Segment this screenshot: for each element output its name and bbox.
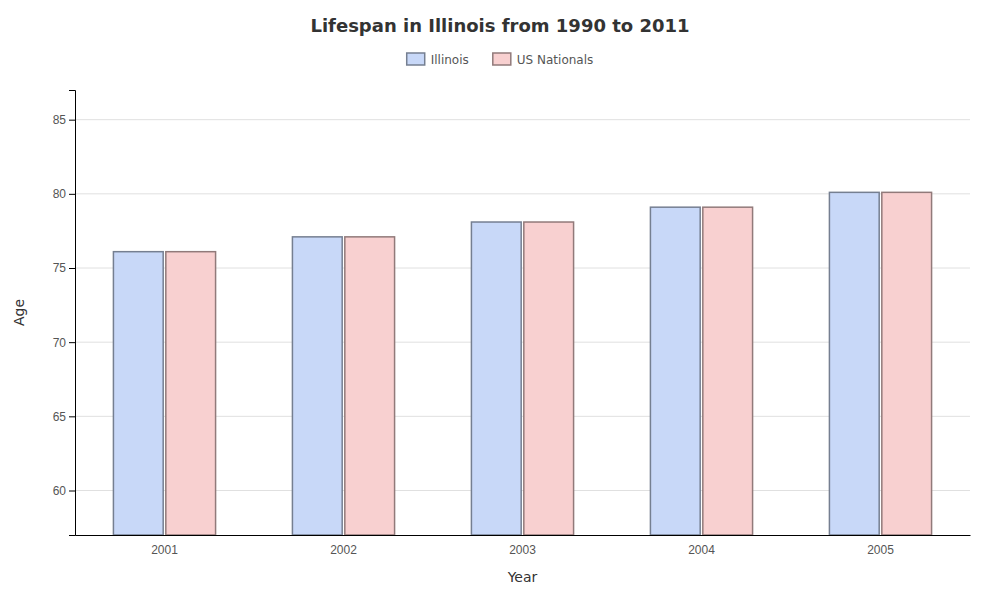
legend-swatch: [407, 53, 425, 65]
x-tick: 2002: [330, 543, 357, 557]
x-tick-label: 2004: [688, 543, 715, 557]
bars: [113, 192, 931, 535]
bar: [882, 192, 932, 535]
y-tick-mark: [69, 491, 75, 492]
x-tick-label: 2002: [330, 543, 357, 557]
x-tick: 2001: [151, 543, 178, 557]
y-tick: 75: [53, 261, 75, 275]
bar: [166, 252, 216, 535]
x-tick-label: 2001: [151, 543, 178, 557]
legend-label: US Nationals: [517, 53, 593, 67]
y-tick-mark: [69, 268, 75, 269]
bar-series: [166, 192, 932, 535]
x-tick: 2005: [867, 543, 894, 557]
bar: [829, 192, 879, 535]
y-tick: 80: [53, 187, 75, 201]
x-axis-line: [76, 535, 971, 536]
plot: 2001 2002 2003 2004 2005 60 65 70 75 80 85: [53, 91, 971, 557]
x-tick-label: 2003: [509, 543, 536, 557]
x-tick-label: 2005: [867, 543, 894, 557]
bar-series: [113, 192, 879, 535]
grid-line: [75, 119, 970, 120]
bar: [471, 222, 521, 535]
legend-item: Illinois: [407, 53, 469, 67]
bar: [292, 237, 342, 535]
y-tick-label: 65: [53, 410, 67, 424]
x-axis-title: Year: [507, 569, 538, 585]
y-tick: 70: [53, 336, 75, 350]
bar: [345, 237, 395, 535]
y-axis: 60 65 70 75 80 85: [53, 91, 76, 536]
y-tick-label: 60: [53, 484, 67, 498]
x-tick: 2003: [509, 543, 536, 557]
y-tick-mark: [69, 194, 75, 195]
bar: [113, 252, 163, 535]
y-tick: 60: [53, 484, 75, 498]
bar: [703, 207, 753, 535]
y-tick-label: 80: [53, 187, 67, 201]
y-tick-label: 75: [53, 261, 67, 275]
title: Lifespan in Illinois from 1990 to 2011: [310, 15, 689, 36]
y-tick: 65: [53, 410, 75, 424]
x-axis: 2001 2002 2003 2004 2005: [76, 536, 971, 557]
y-tick-label: 85: [53, 113, 67, 127]
y-tick: 85: [53, 113, 75, 127]
y-tick-mark: [69, 416, 75, 417]
legend-label: Illinois: [431, 53, 469, 67]
y-axis-title: Age: [11, 299, 27, 326]
y-tick-mark: [69, 342, 75, 343]
legend: Illinois US Nationals: [407, 53, 594, 67]
y-tick-mark: [69, 120, 75, 121]
x-tick: 2004: [688, 543, 715, 557]
y-axis-line: [69, 91, 76, 536]
bar: [524, 222, 574, 535]
legend-swatch: [493, 53, 511, 65]
chart: 2001 2002 2003 2004 2005 60 65 70 75 80 85 Year Age L…: [0, 0, 1000, 600]
bar: [650, 207, 700, 535]
y-tick-label: 70: [53, 336, 67, 350]
legend-item: US Nationals: [493, 53, 593, 67]
